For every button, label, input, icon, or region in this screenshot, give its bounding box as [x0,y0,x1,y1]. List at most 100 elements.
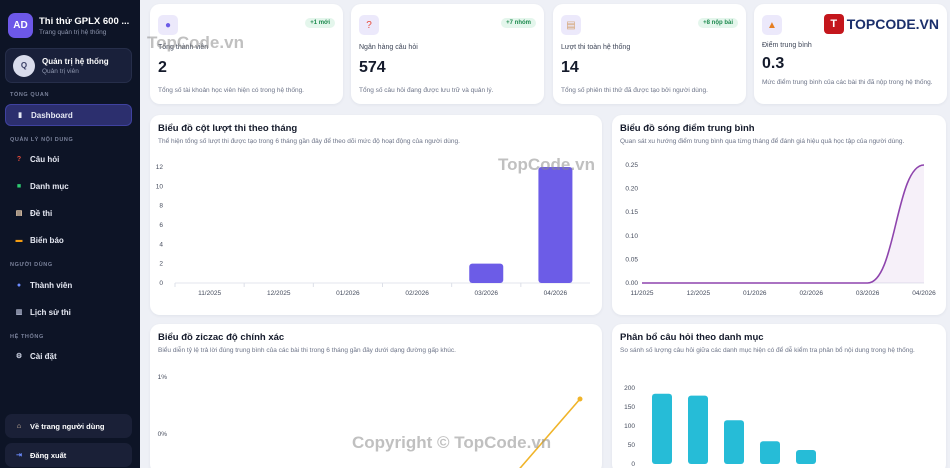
avatar: Q [13,54,35,77]
data-point [577,396,583,402]
stat-desc: Tổng số tài khoản học viên hiện có trong… [158,87,304,94]
sidebar-item-exams[interactable]: ▤ Đề thi [5,202,132,224]
sidebar-item-label: Dashboard [31,110,73,120]
sidebar-item-dashboard[interactable]: ▮ Dashboard [5,104,132,126]
stat-label: Điểm trung bình [762,42,812,49]
sidebar-item-questions[interactable]: ? Câu hỏi [5,148,132,170]
y-tick-label: 2 [159,261,163,268]
brand-subtitle: Trang quản trị hệ thống [39,28,107,36]
sidebar-item-members[interactable]: ● Thành viên [5,274,132,296]
bar [469,263,504,283]
bar [538,167,573,283]
stat-value: 2 [158,59,167,76]
exam-icon: ▤ [561,15,581,35]
y-tick-label: 10 [156,183,164,190]
x-tick-label: 02/2026 [405,290,429,297]
wave-chart-card: Biểu đồ sóng điểm trung bình Quan sát xu… [612,115,946,315]
x-tick-label: 01/2026 [336,290,360,297]
score-icon: ▲ [762,15,782,35]
x-tick-label: 12/2025 [687,290,711,297]
user-name: Quản trị hệ thống [42,56,109,66]
folder-icon: ■ [16,182,22,190]
stat-desc: Tổng số phiên thi thử đã được tạo bởi ng… [561,87,708,94]
sidebar: AD Thi thử GPLX 600 ... Trang quản trị h… [0,0,140,468]
sidebar-item-signs[interactable]: ▬ Biển báo [5,229,132,251]
y-tick-label: 0.00 [625,280,638,287]
series-line [519,398,581,468]
sidebar-item-label: Danh mục [30,181,69,191]
stat-card-score: ▲ T TOPCODE.VN Điểm trung bình 0.3 Mức đ… [754,4,947,104]
bar-chart: 0 2 4 6 8 10 12 11/2025 12/2025 01/2026 02/2026 03/… [156,164,590,297]
category-chart-card: Phân bổ câu hỏi theo danh mục So sánh số… [612,324,946,468]
zigzag-chart-card: Biểu đồ ziczac độ chính xác Biểu diễn tỷ… [150,324,602,468]
y-tick-label: 0.20 [625,186,638,193]
y-tick-label: 150 [624,404,635,411]
chart-subtitle: So sánh số lượng câu hỏi giữa các danh m… [620,347,915,354]
stat-desc: Mức điểm trung bình của các bài thi đã n… [762,79,933,86]
bar [688,395,708,464]
users-icon: ● [158,15,178,35]
gear-icon: ⚙ [15,353,23,360]
roadblock-icon: ▬ [15,236,23,244]
question-icon: ? [16,155,22,163]
sidebar-item-settings[interactable]: ⚙ Cài đặt [5,345,132,367]
y-tick-label: 200 [624,385,635,392]
topcode-logo: T TOPCODE.VN [823,14,939,34]
category-chart: 0 50 100 150 200 [624,385,816,468]
back-to-user-label: Về trang người dùng [30,421,105,431]
x-tick-label: 11/2025 [198,290,221,297]
section-label-overview: TỔNG QUAN [10,92,50,98]
x-tick-label: 04/2026 [912,290,936,297]
x-tick-label: 11/2025 [630,290,653,297]
y-tick-label: 0.10 [625,233,638,240]
sidebar-item-label: Thành viên [30,280,73,290]
back-to-user-button[interactable]: ⌂ Về trang người dùng [5,414,132,438]
y-tick-label: 0.05 [625,256,638,263]
y-tick-label: 0.25 [625,162,638,169]
series-line [642,164,925,284]
y-tick-label: 0% [158,431,168,438]
sidebar-item-categories[interactable]: ■ Danh mục [5,175,132,197]
bar-chart-card: Biểu đồ cột lượt thi theo tháng Thể hiện… [150,115,602,315]
y-tick-label: 0 [159,280,163,287]
chart-subtitle: Thể hiện tổng số lượt thi được tạo trong… [158,138,460,145]
section-label-users: NGƯỜI DÙNG [10,262,53,268]
user-card[interactable]: Q Quản trị hệ thống Quản trị viên [5,48,132,83]
bar [652,393,672,464]
sidebar-item-label: Biển báo [30,235,64,245]
brand-logo: AD [8,13,33,38]
y-tick-label: 6 [159,222,163,229]
y-tick-label: 12 [156,164,164,171]
x-tick-label: 03/2026 [475,290,499,297]
stat-badge: +1 mới [305,18,335,28]
bar [760,441,780,464]
y-tick-label: 0 [631,461,635,468]
x-tick-label: 03/2026 [856,290,880,297]
users-icon: ● [16,281,22,289]
sidebar-item-label: Cài đặt [30,351,57,361]
y-tick-label: 100 [624,423,635,430]
stat-badge: +7 nhóm [501,18,536,28]
y-tick-label: 50 [628,442,636,449]
brand[interactable]: AD Thi thử GPLX 600 ... Trang quản trị h… [8,13,129,38]
area-fill [642,165,924,283]
logout-button[interactable]: ⇥ Đăng xuất [5,443,132,467]
wave-chart: 0.00 0.05 0.10 0.15 0.20 0.25 11/2025 12/2025 01… [625,162,936,297]
stat-desc: Tổng số câu hỏi đang được lưu trữ và quả… [359,87,494,94]
stat-value: 14 [561,59,579,76]
question-icon: ? [359,15,379,35]
stat-label: Ngân hàng câu hỏi [359,44,418,51]
chart-subtitle: Quan sát xu hướng điểm trung bình qua từ… [620,138,905,145]
x-tick-label: 04/2026 [544,290,568,297]
topcode-logo-icon: T [823,14,844,34]
x-tick-label: 12/2025 [267,290,291,297]
stat-value: 0.3 [762,55,785,72]
sidebar-item-label: Câu hỏi [30,154,60,164]
stat-card-members: ● +1 mới Tổng thành viên 2 Tổng số tài k… [150,4,343,104]
logout-label: Đăng xuất [30,450,67,460]
logout-icon: ⇥ [16,452,22,459]
home-icon: ⌂ [16,422,22,430]
stat-card-exams: ▤ +8 nộp bài Lượt thi toàn hệ thống 14 T… [553,4,746,104]
section-label-system: HỆ THỐNG [10,334,44,340]
sidebar-item-history[interactable]: ▥ Lịch sử thi [5,301,132,323]
